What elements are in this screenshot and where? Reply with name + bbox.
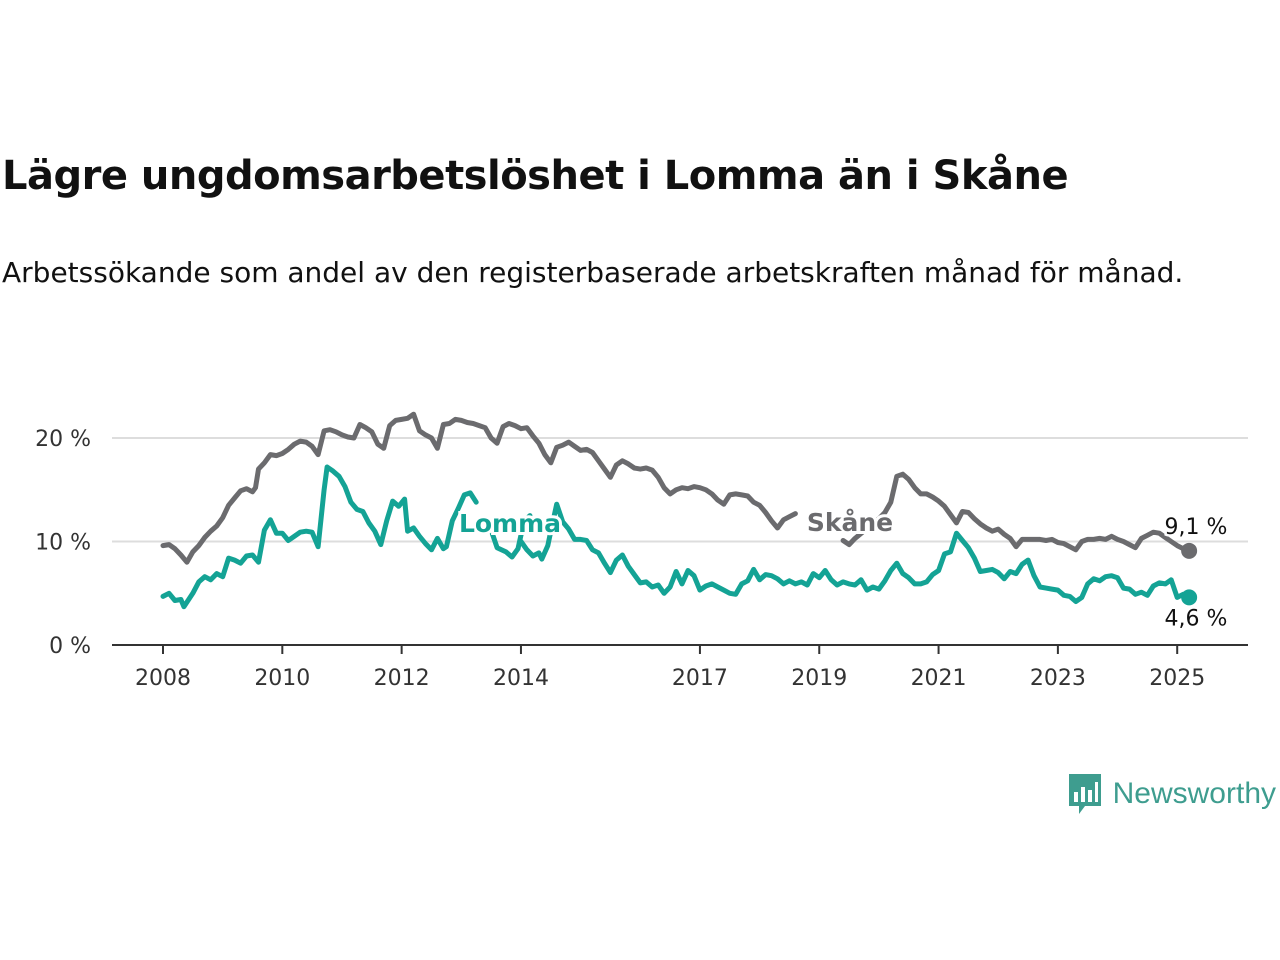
chart-subtitle: Arbetssökande som andel av den registerb… (2, 256, 1184, 289)
x-tick-label: 2008 (135, 666, 191, 691)
x-tick-label: 2010 (254, 666, 310, 691)
series-line-lomma (160, 464, 479, 610)
x-tick-label: 2025 (1149, 666, 1205, 691)
end-label-skane: 9,1 % (1165, 515, 1228, 540)
newsworthy-bar-chart-logo-icon (1068, 774, 1101, 814)
line-chart: 0 % 10 % 20 % 2008 2010 2012 2014 2017 2019 2021… (35, 411, 1248, 691)
x-tick-label: 2023 (1030, 666, 1086, 691)
series-lines (160, 411, 1198, 610)
x-tick-label: 2014 (493, 666, 549, 691)
x-tick-label: 2012 (374, 666, 430, 691)
x-tick-label: 2019 (791, 666, 847, 691)
brand-logo: Newsworthy (1067, 772, 1276, 816)
end-label-lomma: 4,6 % (1165, 606, 1228, 631)
y-axis: 0 % 10 % 20 % (35, 427, 91, 659)
series-label-skane: Skåne (807, 508, 893, 537)
series-labels: Lomma Skåne 9,1 % 4,6 % (456, 505, 1230, 634)
end-point-lomma (1181, 589, 1198, 606)
series-line-skane (840, 471, 1192, 554)
y-tick-label: 20 % (35, 427, 91, 452)
y-tick-label: 0 % (49, 634, 91, 659)
series-label-lomma: Lomma (459, 509, 561, 538)
x-tick-label: 2017 (672, 666, 728, 691)
end-point-skane (1181, 542, 1198, 559)
x-axis: 2008 2010 2012 2014 2017 2019 2021 2023 2025 (112, 644, 1248, 691)
brand-name: Newsworthy (1112, 777, 1276, 810)
x-tick-label: 2021 (911, 666, 967, 691)
series-line-lomma (488, 513, 533, 560)
y-tick-label: 10 % (35, 531, 91, 556)
series-line-skane (160, 411, 798, 565)
series-line-lomma (518, 501, 1192, 604)
chart-title: Lägre ungdomsarbetslöshet i Lomma än i S… (2, 153, 1069, 199)
